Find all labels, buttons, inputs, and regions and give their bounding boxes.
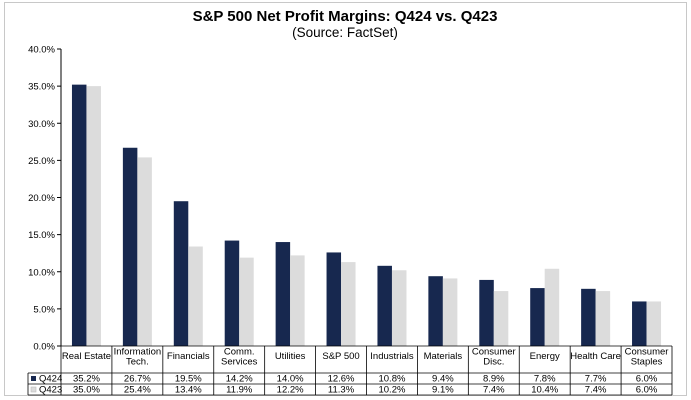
data-label-q424: 14.0% xyxy=(277,374,304,385)
legend-swatch-q424 xyxy=(31,376,36,381)
data-label-q423: 7.4% xyxy=(483,385,505,396)
data-label-q423: 10.2% xyxy=(378,385,405,396)
y-tick-label: 10.0% xyxy=(28,267,55,278)
category-label: Consumer xyxy=(625,347,669,358)
data-label-q423: 12.2% xyxy=(277,385,304,396)
y-tick-label: 15.0% xyxy=(28,230,55,241)
category-label: Information xyxy=(114,347,162,358)
data-label-q424: 7.7% xyxy=(585,374,607,385)
bar-q423-6 xyxy=(391,270,407,346)
data-label-q423: 35.0% xyxy=(73,385,100,396)
bar-q424-1 xyxy=(122,147,138,346)
data-label-q423: 11.9% xyxy=(226,385,253,396)
data-label-q424: 12.6% xyxy=(328,374,355,385)
data-label-q423: 6.0% xyxy=(636,385,658,396)
bar-q424-11 xyxy=(632,301,647,346)
data-label-q424: 8.9% xyxy=(483,374,505,385)
category-label: Energy xyxy=(530,351,560,362)
category-label: Materials xyxy=(424,351,463,362)
y-tick-label: 35.0% xyxy=(28,82,55,93)
legend-swatch-q423 xyxy=(30,386,37,393)
data-label-q423: 10.4% xyxy=(531,385,558,396)
data-label-q424: 35.2% xyxy=(73,374,100,385)
data-label-q423: 13.4% xyxy=(175,385,202,396)
y-tick-label: 25.0% xyxy=(28,156,55,167)
data-label-q424: 9.4% xyxy=(432,374,454,385)
category-label: Health Care xyxy=(570,351,621,362)
bar-q423-11 xyxy=(646,301,662,346)
bar-q424-10 xyxy=(581,288,596,346)
data-label-q423: 7.4% xyxy=(585,385,607,396)
chart-frame xyxy=(4,2,687,396)
bar-q423-8 xyxy=(493,291,509,346)
bar-q423-0 xyxy=(86,86,101,346)
category-label: Utilities xyxy=(275,351,306,362)
bar-q423-4 xyxy=(290,255,305,346)
category-label: Industrials xyxy=(370,351,414,362)
bar-q423-2 xyxy=(188,246,203,346)
y-tick-label: 5.0% xyxy=(33,304,55,315)
bar-q423-3 xyxy=(239,257,254,346)
y-tick-label: 40.0% xyxy=(28,45,55,56)
category-label: Consumer xyxy=(472,347,516,358)
bar-q424-7 xyxy=(428,276,443,346)
bars xyxy=(71,84,662,346)
y-tick-label: 20.0% xyxy=(28,193,55,204)
bar-q424-4 xyxy=(275,242,291,346)
data-label-q423: 11.3% xyxy=(328,385,355,396)
bar-q423-5 xyxy=(341,262,356,346)
bar-q424-3 xyxy=(224,240,240,346)
chart-subtitle: (Source: FactSet) xyxy=(292,25,398,40)
data-label-q424: 7.8% xyxy=(534,374,556,385)
y-tick-label: 0.0% xyxy=(33,342,55,353)
chart-title: S&P 500 Net Profit Margins: Q424 vs. Q42… xyxy=(193,8,498,25)
y-axis: 0.0% 5.0% 10.0% 15.0% 20.0% 25.0% 30.0% 35.0% 40… xyxy=(28,45,62,353)
category-label: Financials xyxy=(167,351,210,362)
category-label: Comm. xyxy=(224,347,255,358)
bar-q424-2 xyxy=(173,201,189,346)
data-label-q424: 19.5% xyxy=(175,374,202,385)
bar-q424-9 xyxy=(530,288,545,346)
category-label: Disc. xyxy=(483,357,504,368)
bar-q424-0 xyxy=(71,84,87,346)
category-label: Services xyxy=(221,357,258,368)
bar-q424-5 xyxy=(326,252,342,346)
bar-q424-6 xyxy=(377,265,392,346)
bar-q423-10 xyxy=(595,291,611,346)
data-label-q423: 9.1% xyxy=(432,385,454,396)
y-tick-label: 30.0% xyxy=(28,119,55,130)
legend-label-q424: Q424 xyxy=(39,374,62,385)
bar-q424-8 xyxy=(479,279,494,346)
bar-q423-9 xyxy=(544,268,560,346)
bar-q423-7 xyxy=(442,278,458,346)
legend-label-q423: Q423 xyxy=(39,385,62,396)
category-label: Real Estate xyxy=(62,351,111,362)
data-label-q423: 25.4% xyxy=(124,385,151,396)
category-label: Staples xyxy=(631,357,663,368)
category-label: S&P 500 xyxy=(322,351,359,362)
data-label-q424: 10.8% xyxy=(378,374,405,385)
bar-q423-1 xyxy=(137,157,152,346)
data-label-q424: 26.7% xyxy=(124,374,151,385)
data-label-q424: 14.2% xyxy=(226,374,253,385)
category-label: Tech. xyxy=(126,357,149,368)
data-label-q424: 6.0% xyxy=(636,374,658,385)
